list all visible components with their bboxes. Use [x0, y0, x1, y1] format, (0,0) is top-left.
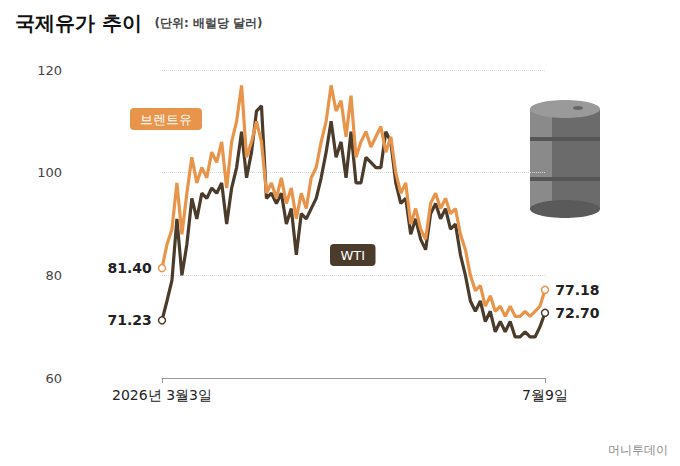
- svg-text:2026년 3월3일: 2026년 3월3일: [112, 387, 212, 403]
- svg-text:60: 60: [45, 371, 62, 386]
- svg-text:100: 100: [37, 165, 62, 180]
- svg-text:브렌트유: 브렌트유: [140, 112, 192, 127]
- svg-text:72.70: 72.70: [555, 305, 600, 321]
- svg-text:80: 80: [45, 268, 62, 283]
- svg-text:77.18: 77.18: [555, 282, 599, 298]
- svg-text:(단위: 배럴당 달러): (단위: 배럴당 달러): [154, 16, 262, 30]
- svg-text:머니투데이: 머니투데이: [608, 443, 668, 457]
- svg-text:71.23: 71.23: [107, 312, 151, 328]
- svg-text:국제유가 추이: 국제유가 추이: [15, 11, 142, 35]
- svg-text:7월9일: 7월9일: [522, 387, 568, 403]
- svg-text:WTI: WTI: [340, 248, 365, 263]
- svg-text:120: 120: [37, 63, 62, 78]
- svg-text:81.40: 81.40: [107, 260, 152, 276]
